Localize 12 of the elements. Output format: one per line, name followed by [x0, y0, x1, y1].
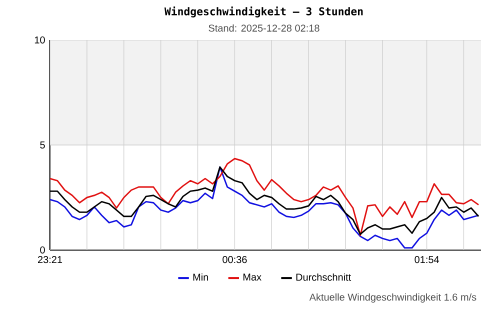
x-tick-label: 01:54 — [414, 256, 440, 264]
text: Aktuelle Windgeschwindigkeit 1.6 m/s — [309, 293, 476, 303]
legend-label: Max — [243, 274, 262, 281]
y-tick-label: 0 — [40, 246, 45, 254]
y-tick-label: 5 — [40, 142, 45, 148]
legend-label: Min — [193, 273, 208, 281]
x-tick-label: 23:21 — [38, 256, 62, 264]
x-tick-label: 00:36 — [222, 256, 247, 264]
chart-subtitle: Stand: 2025-12-28 02:18 — [208, 24, 320, 32]
legend-label: Durchschnitt — [296, 273, 352, 281]
chart-title: Windgeschwindigkeit – 3 Stunden — [164, 6, 363, 18]
y-tick-label: 10 — [34, 36, 45, 44]
